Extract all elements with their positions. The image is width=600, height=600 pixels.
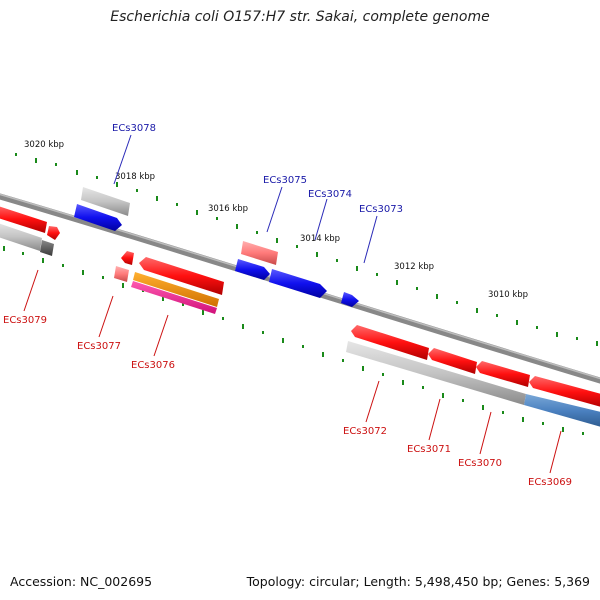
gene-ECs3078-homolog <box>81 187 130 216</box>
gene-label: ECs3076 <box>131 360 175 371</box>
gene-label: ECs3078 <box>112 123 156 134</box>
gene-label: ECs3074 <box>308 189 352 200</box>
gene-ECs3077-homolog <box>114 266 129 282</box>
bottom-gene-labels: ECs3079 ECs3077 ECs3076 ECs3072 ECs3071 … <box>3 315 572 488</box>
gene-ECs3072 <box>351 325 429 360</box>
gene-label: ECs3075 <box>263 175 307 186</box>
gene-ECs3071 <box>428 348 477 374</box>
map-title: Escherichia coli O157:H7 str. Sakai, com… <box>110 9 490 25</box>
gene-ECs3076-homolog-magenta <box>131 281 217 314</box>
gene-ECs3079-homolog-end <box>40 240 54 256</box>
gene-ECs3070 <box>476 361 530 387</box>
top-gene-labels: ECs3078 ECs3075 ECs3074 ECs3073 <box>112 123 403 215</box>
gene-label: ECs3073 <box>359 204 403 215</box>
gene-ECs3077 <box>121 251 134 265</box>
reverse-strand-features <box>0 206 600 427</box>
gene-label: ECs3072 <box>343 426 387 437</box>
top-label-leaders <box>113 134 378 264</box>
homolog-track-steel <box>524 394 600 427</box>
gene-ECs3073 <box>341 292 359 307</box>
topology-text: Topology: circular; Length: 5,498,450 bp… <box>246 574 590 589</box>
accession-text: Accession: NC_002695 <box>10 574 153 589</box>
kbp-label: 3020 kbp <box>24 140 64 150</box>
gene-ECs3079-fragment <box>47 226 60 240</box>
kbp-label: 3016 kbp <box>208 204 248 214</box>
kbp-label: 3014 kbp <box>300 234 340 244</box>
gene-ECs3075 <box>235 259 270 280</box>
kbp-label: 3018 kbp <box>115 172 155 182</box>
gene-ECs3079-homolog <box>0 223 42 251</box>
bottom-label-leaders <box>23 269 562 474</box>
homolog-track-gray <box>346 341 526 405</box>
gene-ECs3076-homolog-orange <box>133 272 219 307</box>
inner-scale-ticks <box>3 246 584 435</box>
gene-label: ECs3069 <box>528 477 572 488</box>
kbp-labels: 3020 kbp 3018 kbp 3016 kbp 3014 kbp 3012… <box>24 140 528 300</box>
gene-ECs3075-homolog <box>241 241 278 265</box>
gene-label: ECs3071 <box>407 444 451 455</box>
gene-ECs3079 <box>0 206 47 233</box>
gene-ECs3074 <box>269 269 327 298</box>
gene-label: ECs3077 <box>77 341 121 352</box>
gene-ECs3078 <box>74 204 122 231</box>
outer-scale-ticks <box>15 153 598 346</box>
gene-label: ECs3070 <box>458 458 502 469</box>
kbp-label: 3012 kbp <box>394 262 434 272</box>
kbp-label: 3010 kbp <box>488 290 528 300</box>
forward-strand-features <box>74 187 359 307</box>
gene-label: ECs3079 <box>3 315 47 326</box>
gene-ECs3076 <box>139 257 224 295</box>
gene-ECs3069 <box>529 376 600 407</box>
